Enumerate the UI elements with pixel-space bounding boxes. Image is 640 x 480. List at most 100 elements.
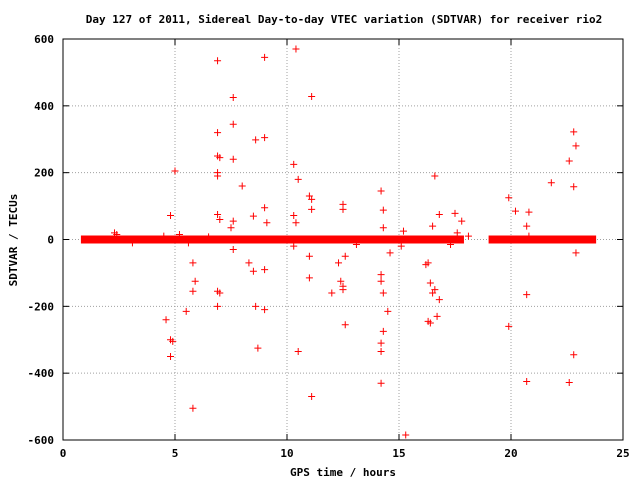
data-point [167, 352, 175, 360]
data-point [424, 259, 432, 267]
data-point [227, 224, 235, 232]
data-point [435, 210, 443, 218]
data-point [229, 155, 237, 163]
y-tick-label: -400 [28, 367, 55, 380]
data-point [429, 289, 437, 297]
data-point [308, 205, 316, 213]
data-point [547, 179, 555, 187]
x-tick-label: 25 [616, 447, 629, 460]
data-point [305, 252, 313, 260]
data-point [565, 157, 573, 165]
data-point [128, 239, 136, 247]
data-point [447, 241, 455, 249]
data-point [431, 172, 439, 180]
data-point [229, 246, 237, 254]
data-point [379, 327, 387, 335]
data-point [523, 291, 531, 299]
data-point [572, 249, 580, 257]
data-point [294, 175, 302, 183]
data-point [182, 307, 190, 315]
dense-band-layer [80, 235, 597, 244]
data-point [352, 241, 360, 249]
data-point [290, 211, 298, 219]
data-point [290, 242, 298, 250]
data-point [458, 217, 466, 225]
data-point [464, 232, 472, 240]
data-point [184, 239, 192, 247]
data-point [229, 120, 237, 128]
data-point [377, 347, 385, 355]
data-point [505, 194, 513, 202]
data-point [160, 232, 168, 240]
data-point [252, 136, 260, 144]
data-point [252, 302, 260, 310]
x-tick-label: 10 [280, 447, 293, 460]
data-point [377, 271, 385, 279]
data-point [435, 296, 443, 304]
data-point [377, 277, 385, 285]
data-point [572, 142, 580, 150]
data-point [238, 182, 246, 190]
data-point [433, 312, 441, 320]
data-point [328, 289, 336, 297]
data-point [229, 93, 237, 101]
y-tick-label: 600 [34, 33, 54, 46]
x-tick-label: 20 [504, 447, 517, 460]
data-point [377, 187, 385, 195]
data-point [113, 230, 121, 238]
data-point [397, 242, 405, 250]
data-point [191, 277, 199, 285]
data-point [386, 249, 394, 257]
data-point [402, 431, 410, 439]
data-point [426, 279, 434, 287]
data-point [189, 404, 197, 412]
data-point [523, 378, 531, 386]
data-point [229, 217, 237, 225]
data-point [384, 307, 392, 315]
data-point [216, 154, 224, 162]
data-point [379, 289, 387, 297]
axis-ticks [62, 38, 624, 441]
data-point [451, 209, 459, 217]
data-point [162, 316, 170, 324]
data-point [189, 259, 197, 267]
data-point [453, 229, 461, 237]
dense-band [80, 235, 464, 244]
data-point [249, 212, 257, 220]
data-point [341, 252, 349, 260]
data-points [111, 45, 580, 439]
x-tick-label: 5 [172, 447, 179, 460]
data-point [377, 379, 385, 387]
data-point [292, 219, 300, 227]
data-point [341, 321, 349, 329]
data-point [294, 347, 302, 355]
data-point [254, 344, 262, 352]
data-point [308, 195, 316, 203]
dense-band [488, 235, 597, 244]
data-point [261, 204, 269, 212]
data-point [261, 266, 269, 274]
data-point [214, 302, 222, 310]
data-point [249, 267, 257, 275]
data-point [308, 92, 316, 100]
data-point [377, 339, 385, 347]
data-point [216, 289, 224, 297]
data-point [339, 286, 347, 294]
data-point [511, 207, 519, 215]
data-point [339, 205, 347, 213]
y-tick-label: -200 [28, 300, 55, 313]
data-point [308, 393, 316, 401]
data-point [263, 219, 271, 227]
data-point [570, 351, 578, 359]
y-axis-label: SDTVAR / TECUs [7, 194, 20, 287]
data-point [171, 167, 179, 175]
data-point [570, 183, 578, 191]
chart-title: Day 127 of 2011, Sidereal Day-to-day VTE… [86, 13, 603, 26]
data-point [379, 206, 387, 214]
y-tick-label: -600 [28, 434, 55, 447]
data-point [565, 379, 573, 387]
data-point [523, 222, 531, 230]
data-point [214, 210, 222, 218]
